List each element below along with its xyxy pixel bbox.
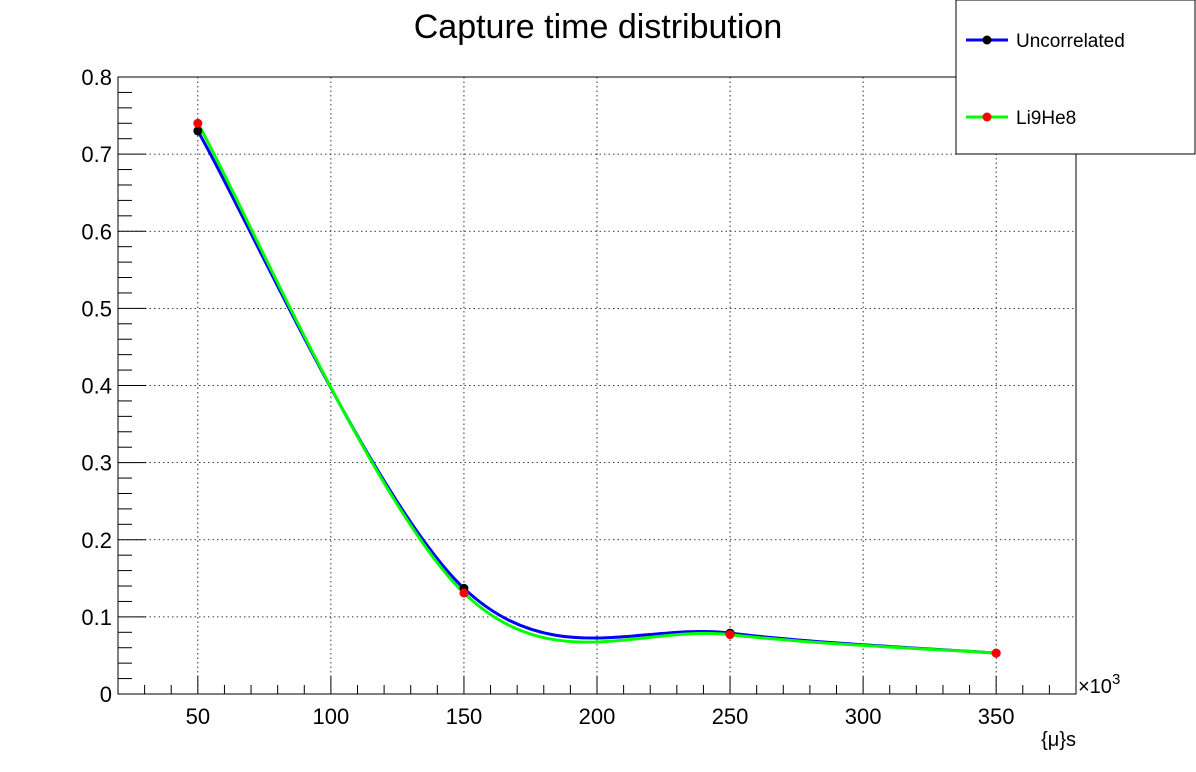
legend-entries: Uncorrelated Li9He8 — [966, 31, 1125, 129]
y-tick-label: 0.2 — [81, 528, 112, 553]
x-tick-label: 100 — [313, 704, 350, 729]
legend-box — [955, 0, 1196, 155]
y-tick-label: 0.7 — [81, 142, 112, 167]
y-tick-label: 0.5 — [81, 296, 112, 321]
x-tick-label: 200 — [579, 704, 616, 729]
x-tick-label: 350 — [978, 704, 1015, 729]
legend-label-li9he8: Li9He8 — [1016, 108, 1076, 129]
y-tick-label: 0.8 — [81, 65, 112, 90]
data-point-li9he8 — [193, 118, 203, 128]
x-exponent-base: ×10 — [1078, 676, 1112, 698]
y-tick-label: 0.1 — [81, 605, 112, 630]
y-tick-label: 0.4 — [81, 374, 112, 399]
x-exponent-power: 3 — [1112, 671, 1120, 688]
x-tick-label: 250 — [712, 704, 749, 729]
y-tick-label: 0.3 — [81, 451, 112, 476]
axis-ticks — [118, 76, 1050, 695]
x-tick-label: 50 — [186, 704, 210, 729]
y-tick-label: 0 — [100, 682, 112, 707]
legend-marker-uncorrelated — [982, 35, 992, 45]
x-exponent-label: ×103 — [1078, 671, 1120, 698]
chart-title: Capture time distribution — [414, 8, 783, 46]
data-point-li9he8 — [459, 588, 469, 598]
axis-tick-labels: 50 100 150 200 250 300 350 0 0.1 0.2 0.3 0.4 0.5 0.6 0… — [81, 65, 1014, 729]
x-axis-label: {μ}s — [1041, 729, 1076, 751]
data-point-li9he8 — [991, 648, 1001, 658]
data-point-uncorrelated — [193, 126, 203, 136]
series — [193, 118, 1001, 658]
legend-label-uncorrelated: Uncorrelated — [1016, 31, 1125, 52]
y-tick-label: 0.6 — [81, 219, 112, 244]
legend-marker-li9he8 — [982, 112, 992, 122]
data-point-li9he8 — [725, 630, 735, 640]
series-line-li9he8 — [196, 122, 997, 655]
legend: Uncorrelated Li9He8 — [955, 0, 1196, 155]
x-tick-label: 300 — [845, 704, 882, 729]
x-tick-label: 150 — [446, 704, 483, 729]
